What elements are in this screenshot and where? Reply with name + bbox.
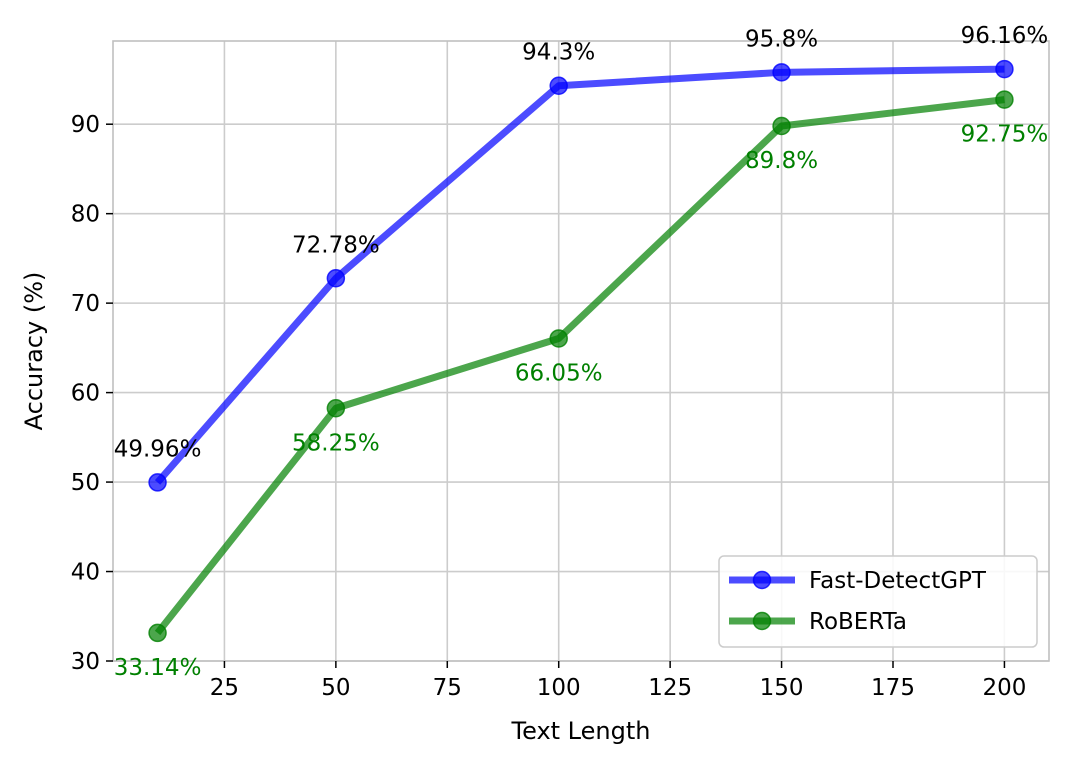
x-tick-label: 100 [537, 675, 581, 701]
data-label-fast-detectgpt: 72.78% [292, 232, 380, 258]
series-layer [148, 59, 1014, 643]
data-labels: 49.96% 72.78% 94.3% 95.8% 96.16% 33.14% 58.25%… [114, 23, 1049, 681]
series-line-fast-detectgpt [154, 65, 1005, 485]
data-point-fast-detectgpt [148, 473, 167, 492]
x-axis-title: Text Length [511, 717, 651, 745]
x-tick-label: 125 [648, 675, 692, 701]
y-tick-label: 70 [71, 291, 100, 317]
data-label-roberta: 89.8% [745, 148, 818, 174]
data-point-fast-detectgpt [326, 269, 346, 288]
data-point-roberta [995, 90, 1014, 109]
x-tick-label: 175 [871, 675, 915, 701]
y-tick-label: 40 [71, 560, 100, 586]
data-label-fast-detectgpt: 94.3% [522, 40, 595, 66]
plot-frame [112, 40, 1050, 662]
x-tick-label: 75 [433, 675, 462, 701]
data-point-fast-detectgpt [549, 76, 568, 95]
grid [113, 41, 1049, 662]
y-axis-title: Accuracy (%) [20, 272, 48, 431]
x-tick-label: 200 [982, 675, 1026, 701]
data-label-roberta: 66.05% [515, 360, 603, 386]
legend-marker-roberta [752, 611, 772, 631]
x-tick-label: 150 [760, 675, 804, 701]
data-point-roberta [772, 116, 791, 136]
legend: Fast-DetectGPT RoBERTa [718, 555, 1038, 648]
y-tick-label: 60 [71, 381, 100, 407]
y-tick-label: 50 [71, 470, 100, 496]
legend-marker-fast-detectgpt [752, 570, 772, 590]
x-tick-label: 25 [210, 675, 239, 701]
y-tick-label: 90 [71, 112, 100, 138]
data-label-fast-detectgpt: 96.16% [961, 23, 1049, 49]
legend-box [718, 555, 1038, 648]
y-tick-label: 80 [71, 202, 100, 228]
data-label-roberta: 92.75% [961, 122, 1049, 148]
data-label-fast-detectgpt: 95.8% [745, 26, 818, 52]
axes: 25 50 75 100 125 150 175 200 30 40 50 60 70 80 90 [71, 40, 1050, 701]
data-point-fast-detectgpt [772, 63, 791, 82]
data-label-fast-detectgpt: 49.96% [114, 436, 202, 462]
legend-label-fast-detectgpt: Fast-DetectGPT [809, 568, 987, 594]
data-point-roberta [148, 623, 167, 643]
x-tick-label: 50 [321, 675, 350, 701]
legend-label-roberta: RoBERTa [809, 609, 907, 635]
data-point-fast-detectgpt [995, 59, 1014, 79]
y-tick-label: 30 [71, 649, 100, 675]
data-label-roberta: 33.14% [114, 655, 202, 681]
data-label-roberta: 58.25% [292, 430, 380, 456]
data-point-roberta [326, 399, 346, 418]
data-point-roberta [549, 329, 568, 348]
